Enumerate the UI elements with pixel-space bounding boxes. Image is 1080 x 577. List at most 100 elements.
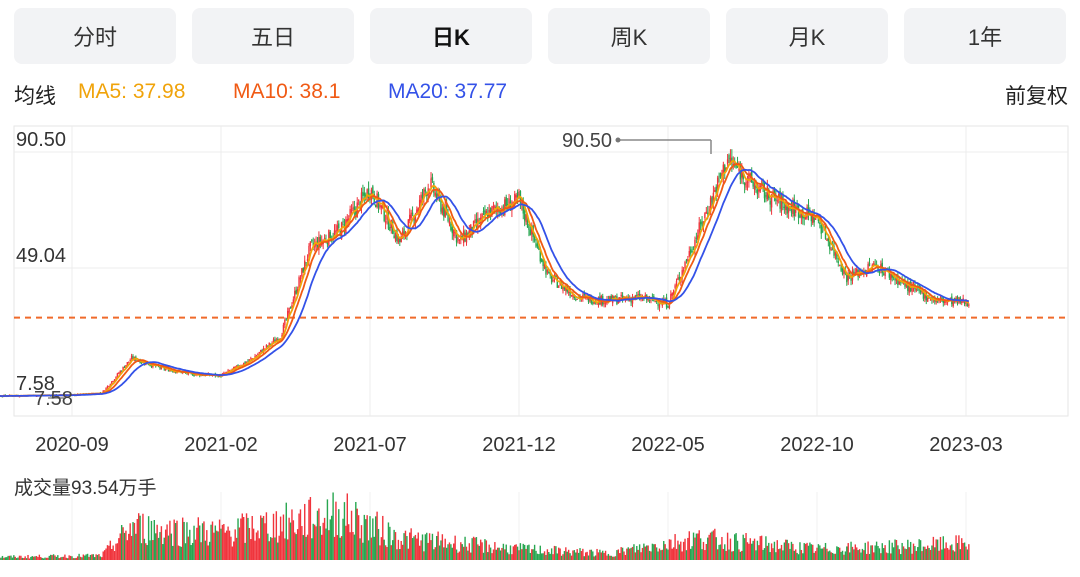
volume-bar: [898, 549, 901, 560]
candle-body: [898, 281, 901, 285]
volume-bar: [224, 532, 226, 560]
candle-body: [563, 287, 566, 289]
volume-bar: [874, 545, 876, 560]
volume-bar: [802, 553, 804, 560]
volume-bar: [938, 550, 940, 560]
volume-bar: [610, 555, 612, 560]
adjust-toggle[interactable]: 前复权: [1005, 85, 1068, 108]
volume-bar: [670, 539, 672, 560]
volume-bar: [728, 549, 730, 560]
volume-bar: [86, 553, 89, 560]
candle-body: [728, 155, 730, 160]
candle-body: [810, 215, 813, 222]
volume-bar: [722, 548, 725, 560]
volume-bar: [692, 532, 695, 560]
candle-body: [291, 305, 293, 308]
volume-bar: [21, 557, 24, 560]
volume-bar: [417, 532, 419, 560]
candle-body: [961, 301, 963, 304]
candle-body: [379, 204, 381, 207]
volume-bar: [58, 558, 60, 560]
volume-bar: [792, 543, 794, 560]
candle-body: [780, 196, 783, 212]
volume-bar: [856, 547, 858, 560]
volume-bar: [809, 542, 811, 560]
volume-bar: [660, 550, 662, 560]
volume-bar: [468, 543, 471, 560]
volume-bar: [600, 552, 603, 560]
volume-bar: [678, 544, 681, 560]
volume-bar: [166, 524, 168, 560]
volume-bar: [403, 533, 405, 560]
volume-bar: [953, 551, 956, 560]
volume-bar: [176, 520, 178, 560]
volume-bar: [440, 540, 442, 560]
volume-bar: [95, 554, 97, 560]
volume-bar: [67, 558, 69, 560]
volume-bar: [183, 521, 185, 560]
candle-body: [746, 181, 749, 183]
volume-bar: [646, 545, 648, 560]
volume-bar: [145, 543, 147, 560]
candle-body: [677, 277, 679, 281]
candle-body: [654, 300, 656, 302]
volume-bar: [806, 542, 808, 560]
candle-body: [536, 243, 539, 247]
candle-body: [475, 219, 478, 226]
volume-bar: [135, 533, 137, 560]
volume-bar: [665, 548, 668, 560]
candle-body: [617, 300, 620, 304]
tab-monthly-k[interactable]: 月K: [726, 8, 888, 64]
volume-bar: [321, 534, 323, 560]
candle-body: [570, 295, 573, 297]
candle-body: [137, 360, 140, 362]
volume-bar: [32, 556, 35, 560]
volume-bar: [572, 550, 574, 560]
volume-bar: [489, 547, 492, 560]
volume-bar: [191, 542, 194, 560]
tab-weekly-k[interactable]: 周K: [548, 8, 710, 64]
candle-body: [884, 270, 886, 276]
volume-bar: [681, 551, 683, 560]
volume-bar: [736, 540, 739, 560]
volume-bar: [932, 536, 935, 560]
volume-bar: [597, 552, 600, 560]
candle-body: [924, 291, 926, 299]
candle-body: [742, 172, 744, 180]
candle-body: [609, 296, 611, 302]
volume-bar: [948, 549, 950, 560]
candle-body: [443, 204, 445, 217]
volume-bar: [519, 543, 522, 560]
candle-body: [389, 226, 391, 231]
volume-bar: [786, 539, 788, 560]
volume-bar: [675, 548, 678, 560]
tab-five-day[interactable]: 五日: [192, 8, 354, 64]
volume-bar: [935, 539, 937, 560]
volume-bar: [3, 557, 5, 560]
max-marker-dot: [615, 137, 621, 143]
candle-body: [572, 294, 574, 297]
candle-body: [552, 279, 554, 281]
volume-bar: [357, 515, 360, 560]
volume-bar: [756, 540, 759, 560]
candle-body: [234, 366, 236, 368]
candle-body: [282, 324, 285, 337]
volume-bar: [399, 549, 401, 560]
candle-body: [711, 197, 713, 203]
volume-bar: [133, 522, 136, 560]
volume-bar: [237, 518, 239, 560]
candle-body: [657, 303, 659, 306]
volume-bar: [85, 554, 87, 560]
volume-bar: [526, 545, 529, 560]
volume-bar: [749, 538, 752, 560]
tab-daily-k[interactable]: 日K: [370, 8, 532, 64]
volume-bar: [661, 549, 664, 560]
candle-body: [465, 232, 468, 243]
volume-bar: [172, 545, 174, 560]
tab-one-year[interactable]: 1年: [904, 8, 1066, 64]
tab-minute[interactable]: 分时: [14, 8, 176, 64]
volume-bar: [575, 552, 577, 560]
candle-body: [113, 379, 116, 382]
volume-bar: [76, 556, 79, 560]
volume-bar: [187, 536, 190, 560]
